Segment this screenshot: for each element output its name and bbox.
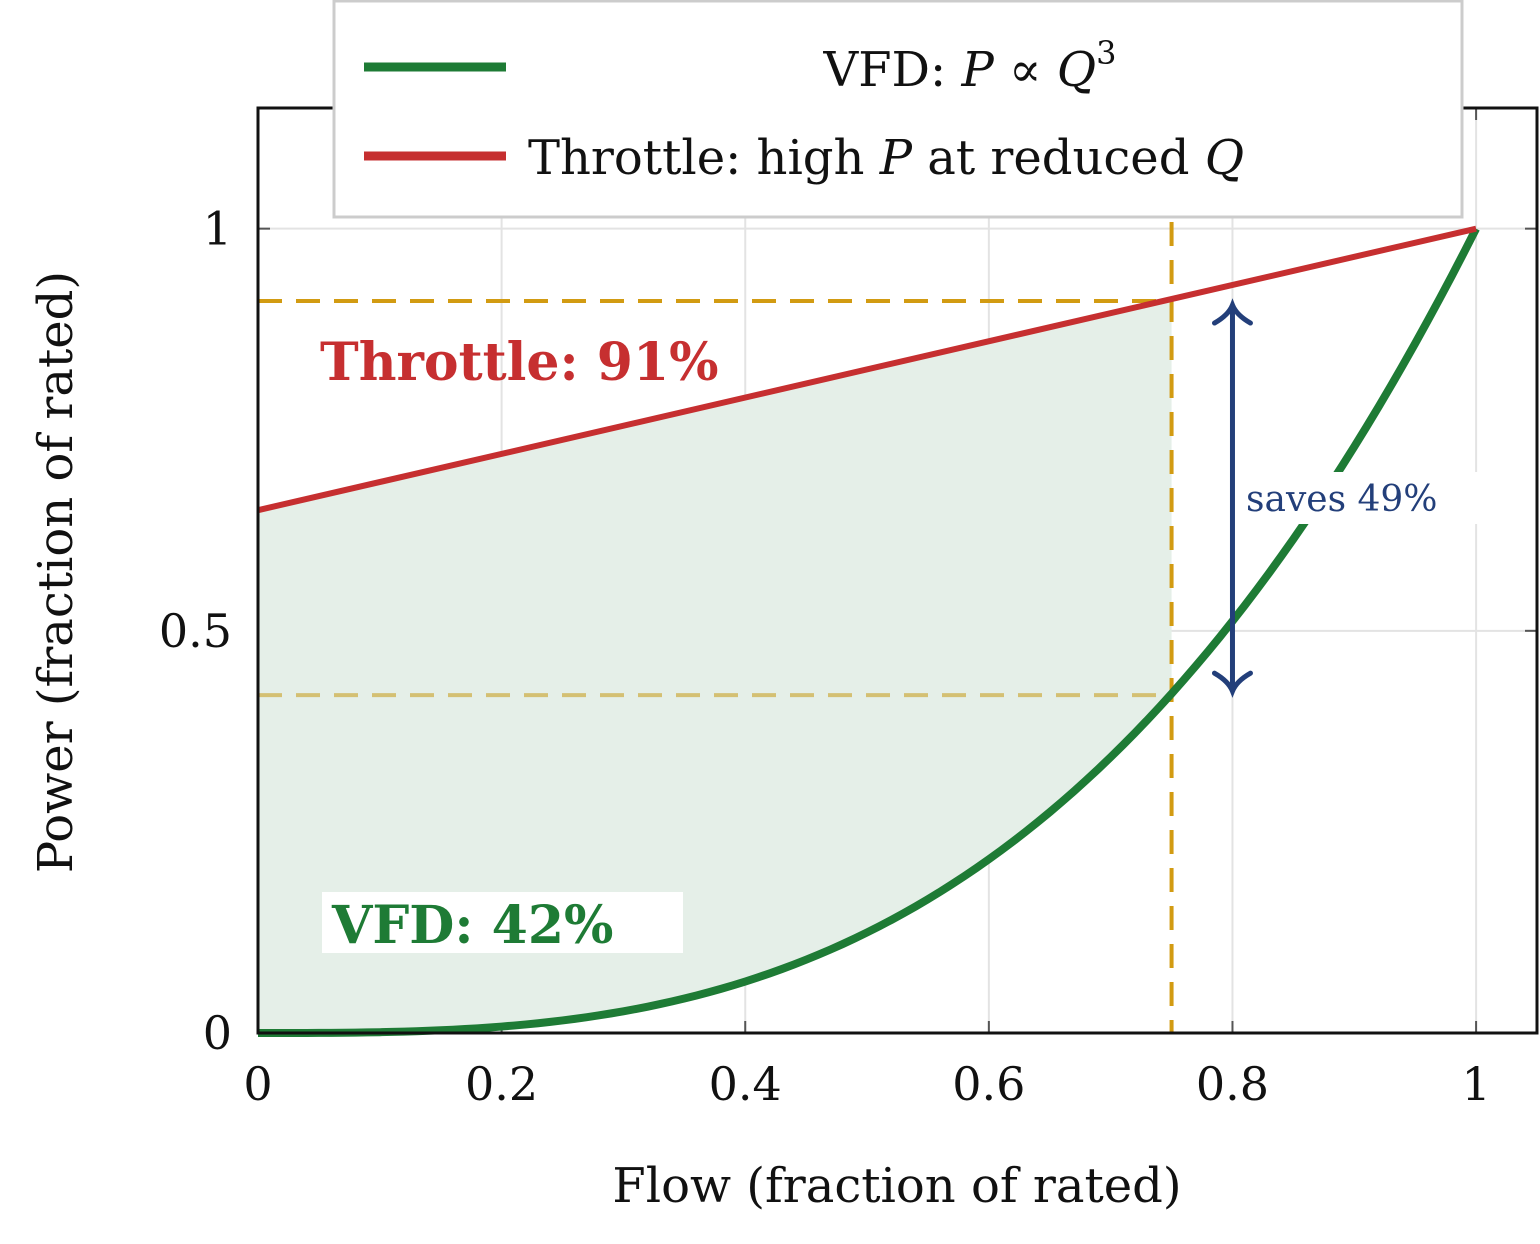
legend-label-throttle: Throttle: high P at reduced Q [528,130,1244,186]
x-tick-label: 0.4 [709,1057,782,1111]
y-tick-label: 0.5 [159,604,232,658]
x-tick-label: 0 [243,1057,272,1111]
reference-lines [258,108,1174,1033]
throttle-line [257,225,1477,514]
x-tick-label: 1 [1461,1057,1490,1111]
legend: VFD: P ∝ Q3 Throttle: high P at reduced … [332,0,1464,219]
legend-label-vfd: VFD: P ∝ Q3 [823,34,1117,98]
tick-labels: 0 0.2 0.4 0.6 0.8 1 0 0.5 1 [159,202,1491,1111]
y-axis-label: Power (fraction of rated) [28,271,84,873]
legend-box [332,0,1464,219]
arrow-head-bottom [1211,670,1253,698]
throttle-label: Throttle: 91% [320,332,719,393]
x-tick-label: 0.6 [952,1057,1025,1111]
y-tick-label: 1 [203,202,232,256]
vfd-curve [258,226,1480,1037]
vfd-label: VFD: 42% [331,895,613,956]
vfd-label-background [322,892,683,953]
x-tick-label: 0.2 [465,1057,538,1111]
x-tick-label: 0.8 [1196,1057,1269,1111]
savings-arrow [1211,298,1253,698]
x-axis-label: Flow (fraction of rated) [612,1158,1181,1214]
y-tick-label: 0 [203,1006,232,1060]
arrow-head-top [1211,298,1253,326]
savings-label: saves 49% [1246,479,1438,520]
savings-fill-region [258,299,1172,1034]
savings-label-background [1240,472,1490,524]
series [257,225,1480,1037]
